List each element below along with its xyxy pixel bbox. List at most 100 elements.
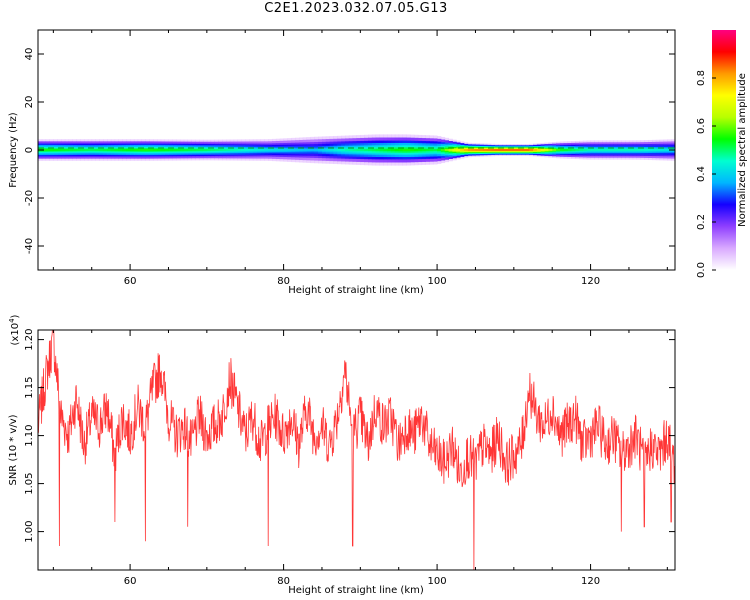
band-cell xyxy=(179,149,185,151)
band-cell xyxy=(183,149,189,151)
snr-x-axis: 60 80 100 120 xyxy=(52,330,668,587)
band-cell xyxy=(548,149,553,151)
band-cell xyxy=(283,149,288,151)
x-tick-label: 80 xyxy=(277,276,290,287)
band-cell xyxy=(287,149,292,151)
colorbar: 0.0 0.2 0.4 0.6 0.8 Normalized spectral ampl… xyxy=(696,30,748,278)
band-cell xyxy=(122,149,127,151)
band-cell xyxy=(137,149,143,151)
band-cell xyxy=(348,148,354,152)
band-cell xyxy=(95,149,100,151)
band-cell xyxy=(237,149,242,151)
spectrogram-y-label: Frequency (Hz) xyxy=(8,112,19,188)
band-cell xyxy=(245,149,250,151)
spectral-band xyxy=(38,134,675,166)
band-cell xyxy=(80,149,85,151)
band-cell xyxy=(141,149,146,151)
band-cell xyxy=(149,149,154,151)
band-cell xyxy=(625,149,630,151)
band-cell xyxy=(452,149,457,151)
band-cell xyxy=(483,149,488,151)
y-tick-label: 1.15 xyxy=(24,376,35,398)
band-cell xyxy=(375,148,380,152)
band-cell xyxy=(356,148,361,152)
band-cell xyxy=(529,149,534,151)
band-cell xyxy=(329,148,334,152)
band-cell xyxy=(594,149,599,151)
band-cell xyxy=(203,149,208,151)
band-cell xyxy=(302,148,308,152)
band-cell xyxy=(417,148,423,152)
band-cell xyxy=(579,149,584,151)
x-tick-label: 60 xyxy=(124,276,137,287)
band-cell xyxy=(368,148,373,152)
band-cell xyxy=(321,148,327,152)
band-cell xyxy=(456,149,461,151)
spectrogram-panel: 60 80 100 120 -40 -20 0 20 40 Height of straigh… xyxy=(8,29,676,296)
x-tick-label: 120 xyxy=(581,576,600,587)
band-cell xyxy=(110,149,116,151)
band-cell xyxy=(191,149,196,151)
band-cell xyxy=(176,149,181,151)
band-cell xyxy=(306,148,311,152)
band-cell xyxy=(552,149,557,151)
band-cell xyxy=(57,149,62,151)
band-cell xyxy=(130,149,135,151)
snr-y-axis: 1.00 1.05 1.10 1.15 1.20 xyxy=(24,328,675,543)
band-cell xyxy=(268,149,273,151)
band-cell xyxy=(586,149,591,151)
band-cell xyxy=(199,149,204,151)
band-cell xyxy=(590,149,595,151)
band-cell xyxy=(651,149,657,151)
band-cell xyxy=(659,149,664,151)
band-cell xyxy=(298,149,304,151)
band-cell xyxy=(318,148,323,152)
band-cell xyxy=(160,149,166,151)
band-cell xyxy=(598,149,603,151)
band-cell xyxy=(563,149,568,151)
band-cell xyxy=(168,149,173,151)
band-cell xyxy=(494,149,499,151)
band-cell xyxy=(502,149,507,151)
band-cell xyxy=(582,149,588,151)
colorbar-axis: 0.0 0.2 0.4 0.6 0.8 xyxy=(696,70,716,278)
band-cell xyxy=(437,148,442,152)
band-cell xyxy=(460,149,465,151)
band-cell xyxy=(114,149,119,151)
snr-y-label: SNR (10 * v/v) xyxy=(8,414,19,485)
band-cell xyxy=(421,148,426,152)
band-cell xyxy=(218,149,223,151)
colorbar-label: Normalized spectral amplitude xyxy=(737,73,748,227)
band-cell xyxy=(471,149,476,151)
band-cell xyxy=(394,148,400,152)
band-cell xyxy=(214,149,219,151)
page-title: C2E1.2023.032.07.05.G13 xyxy=(264,1,448,16)
band-cell xyxy=(648,149,653,151)
band-cell xyxy=(222,149,227,151)
snr-frame xyxy=(37,329,676,571)
band-cell xyxy=(640,149,645,151)
snr-multiplier: (x104) xyxy=(8,314,21,345)
band-cell xyxy=(429,148,434,152)
band-cell xyxy=(632,149,638,151)
band-cell xyxy=(567,149,572,151)
band-cell xyxy=(621,149,626,151)
band-cell xyxy=(533,149,538,151)
spectrogram-y-axis: -40 -20 0 20 40 xyxy=(24,48,675,254)
band-cell xyxy=(540,149,545,151)
band-cell xyxy=(387,148,392,152)
colorbar-tick-label: 0.4 xyxy=(696,166,707,182)
snr-line xyxy=(38,330,675,570)
band-cell xyxy=(53,149,58,151)
colorbar-tick-label: 0.6 xyxy=(696,118,707,134)
band-cell xyxy=(344,148,350,152)
band-cell xyxy=(99,149,104,151)
band-cell xyxy=(103,149,108,151)
band-cell xyxy=(172,149,177,151)
band-cell xyxy=(509,149,515,151)
band-cell xyxy=(264,149,269,151)
band-cell xyxy=(521,149,526,151)
band-cell xyxy=(655,149,661,151)
band-cell xyxy=(490,149,496,151)
